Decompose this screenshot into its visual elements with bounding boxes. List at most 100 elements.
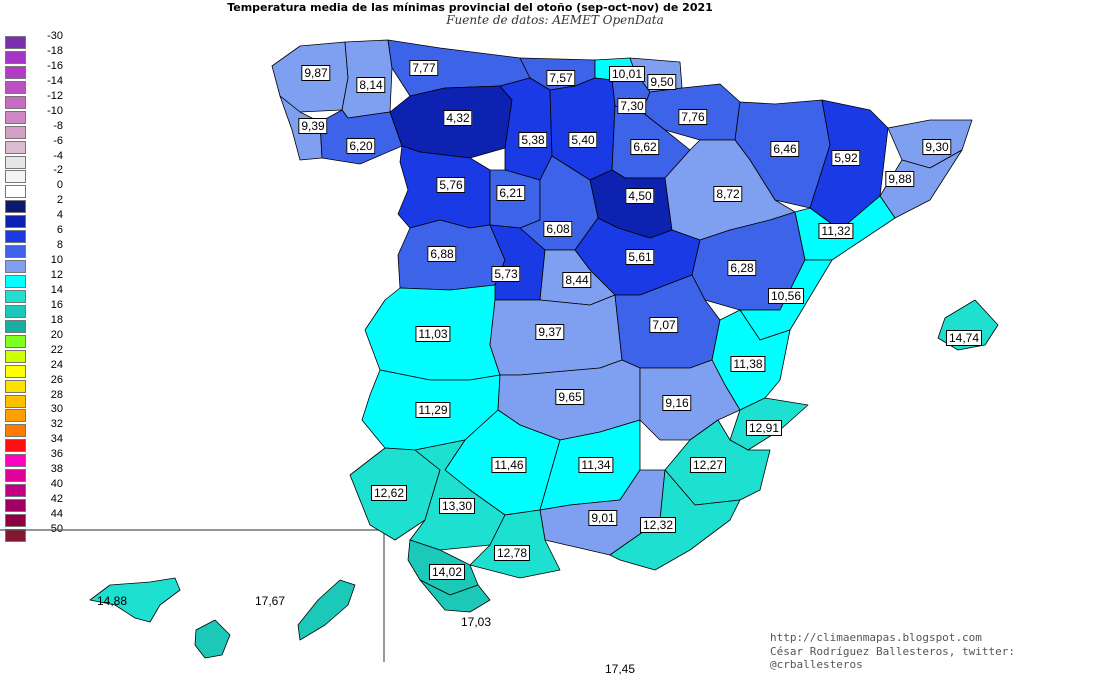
province-value-label: 9,65 — [555, 389, 585, 405]
legend-swatch — [5, 140, 26, 154]
province-value-label: 6,20 — [346, 138, 376, 154]
province-value-label: 9,50 — [647, 74, 677, 90]
province-value-label: 8,44 — [562, 272, 592, 288]
province-value-label: 6,62 — [630, 139, 660, 155]
province-value-label: 5,38 — [518, 132, 548, 148]
legend-label: -8 — [53, 119, 63, 132]
legend-swatch — [5, 289, 26, 303]
province-value-label: 6,21 — [496, 185, 526, 201]
province-value-label: 17,45 — [604, 662, 636, 676]
province-value-label: 6,28 — [727, 260, 757, 276]
province-value-label: 11,29 — [415, 402, 451, 418]
legend-swatch — [5, 409, 26, 423]
legend-label: 36 — [50, 448, 63, 461]
province-value-label: 11,38 — [730, 356, 766, 372]
legend-swatch — [5, 469, 26, 483]
province-value-label: 5,40 — [568, 132, 598, 148]
credit-url[interactable]: http://climaenmapas.blogspot.com — [770, 631, 982, 644]
legend-swatch — [5, 50, 26, 64]
legend-swatch — [5, 514, 26, 527]
legend-label: 0 — [56, 179, 63, 192]
legend-label: -18 — [47, 44, 63, 57]
legend-swatch — [5, 80, 26, 94]
legend-swatch — [5, 155, 26, 169]
province-value-label: 10,01 — [608, 66, 646, 82]
province-value-label: 7,76 — [678, 109, 708, 125]
legend-label: 30 — [50, 403, 63, 416]
province-shape — [297, 579, 356, 641]
legend-label: 34 — [50, 433, 63, 446]
legend-label: -14 — [47, 74, 63, 87]
province-shape — [319, 109, 403, 165]
province-shape — [499, 77, 553, 181]
legend-label: 44 — [50, 508, 63, 520]
province-value-label: 9,88 — [885, 171, 915, 187]
legend-swatch — [5, 230, 26, 244]
legend-swatch — [5, 349, 26, 363]
legend-label: 2 — [56, 194, 63, 207]
legend-swatch — [5, 379, 26, 393]
legend-swatch — [5, 215, 26, 229]
province-value-label: 5,61 — [625, 249, 655, 265]
province-value-label: 9,01 — [588, 510, 618, 526]
legend-label: 6 — [56, 224, 63, 237]
legend-label: 18 — [50, 313, 63, 326]
legend-swatch — [5, 125, 26, 139]
province-value-label: 7,07 — [649, 317, 679, 333]
legend-label: 22 — [50, 343, 63, 356]
province-value-label: 5,76 — [436, 177, 466, 193]
legend-label: 40 — [50, 478, 63, 491]
map-title: Temperatura media de las mínimas provinc… — [227, 1, 713, 14]
legend-label: -2 — [53, 164, 63, 177]
province-value-label: 11,03 — [415, 326, 451, 342]
province-value-label: 5,92 — [831, 150, 861, 166]
province-shape — [89, 577, 181, 623]
legend-swatch — [5, 394, 26, 408]
legend-swatch — [5, 319, 26, 333]
province-value-label: 12,78 — [493, 545, 531, 561]
province-value-label: 14,74 — [945, 330, 983, 346]
map-subtitle: Fuente de datos: AEMET OpenData — [446, 13, 664, 27]
legend-swatch — [5, 499, 26, 513]
legend-swatch — [5, 36, 26, 49]
province-value-label: 12,27 — [689, 457, 727, 473]
legend-label: 4 — [56, 209, 63, 222]
province-value-label: 11,34 — [578, 457, 614, 473]
legend-swatch — [5, 334, 26, 348]
province-value-label: 4,50 — [625, 188, 655, 204]
legend-swatch — [5, 484, 26, 498]
province-value-label: 9,39 — [298, 118, 328, 134]
legend-label: 26 — [50, 373, 63, 386]
province-value-label: 17,67 — [254, 594, 286, 608]
legend-swatch — [5, 424, 26, 438]
legend-label: -16 — [47, 59, 63, 72]
legend-swatch — [5, 95, 26, 109]
legend-label: 50 — [50, 522, 63, 535]
legend-swatch — [5, 245, 26, 259]
credit-author: César Rodríguez Ballesteros, twitter: @c… — [770, 645, 1016, 671]
legend-label: 20 — [50, 328, 63, 341]
legend-swatch — [5, 110, 26, 124]
province-value-label: 17,03 — [460, 615, 492, 629]
province-value-label: 8,14 — [356, 77, 386, 93]
legend-label: 8 — [56, 239, 63, 252]
province-value-label: 14,02 — [428, 564, 466, 580]
province-value-label: 9,16 — [662, 395, 692, 411]
legend-label: -30 — [47, 30, 63, 42]
legend-swatch — [5, 185, 26, 199]
province-value-label: 8,72 — [713, 186, 743, 202]
legend-label: 14 — [50, 283, 63, 296]
legend-label: -10 — [47, 104, 63, 117]
legend-label: -4 — [53, 149, 63, 162]
legend-label: 28 — [50, 388, 63, 401]
legend-label: 12 — [50, 269, 63, 281]
province-value-label: 10,56 — [767, 288, 805, 304]
province-value-label: 12,32 — [639, 517, 677, 533]
legend-swatch — [5, 170, 26, 184]
legend-label: -6 — [53, 134, 63, 147]
legend-label: 24 — [50, 358, 63, 371]
province-value-label: 7,77 — [409, 60, 439, 76]
legend-label: 16 — [50, 298, 63, 311]
legend-swatch — [5, 364, 26, 378]
